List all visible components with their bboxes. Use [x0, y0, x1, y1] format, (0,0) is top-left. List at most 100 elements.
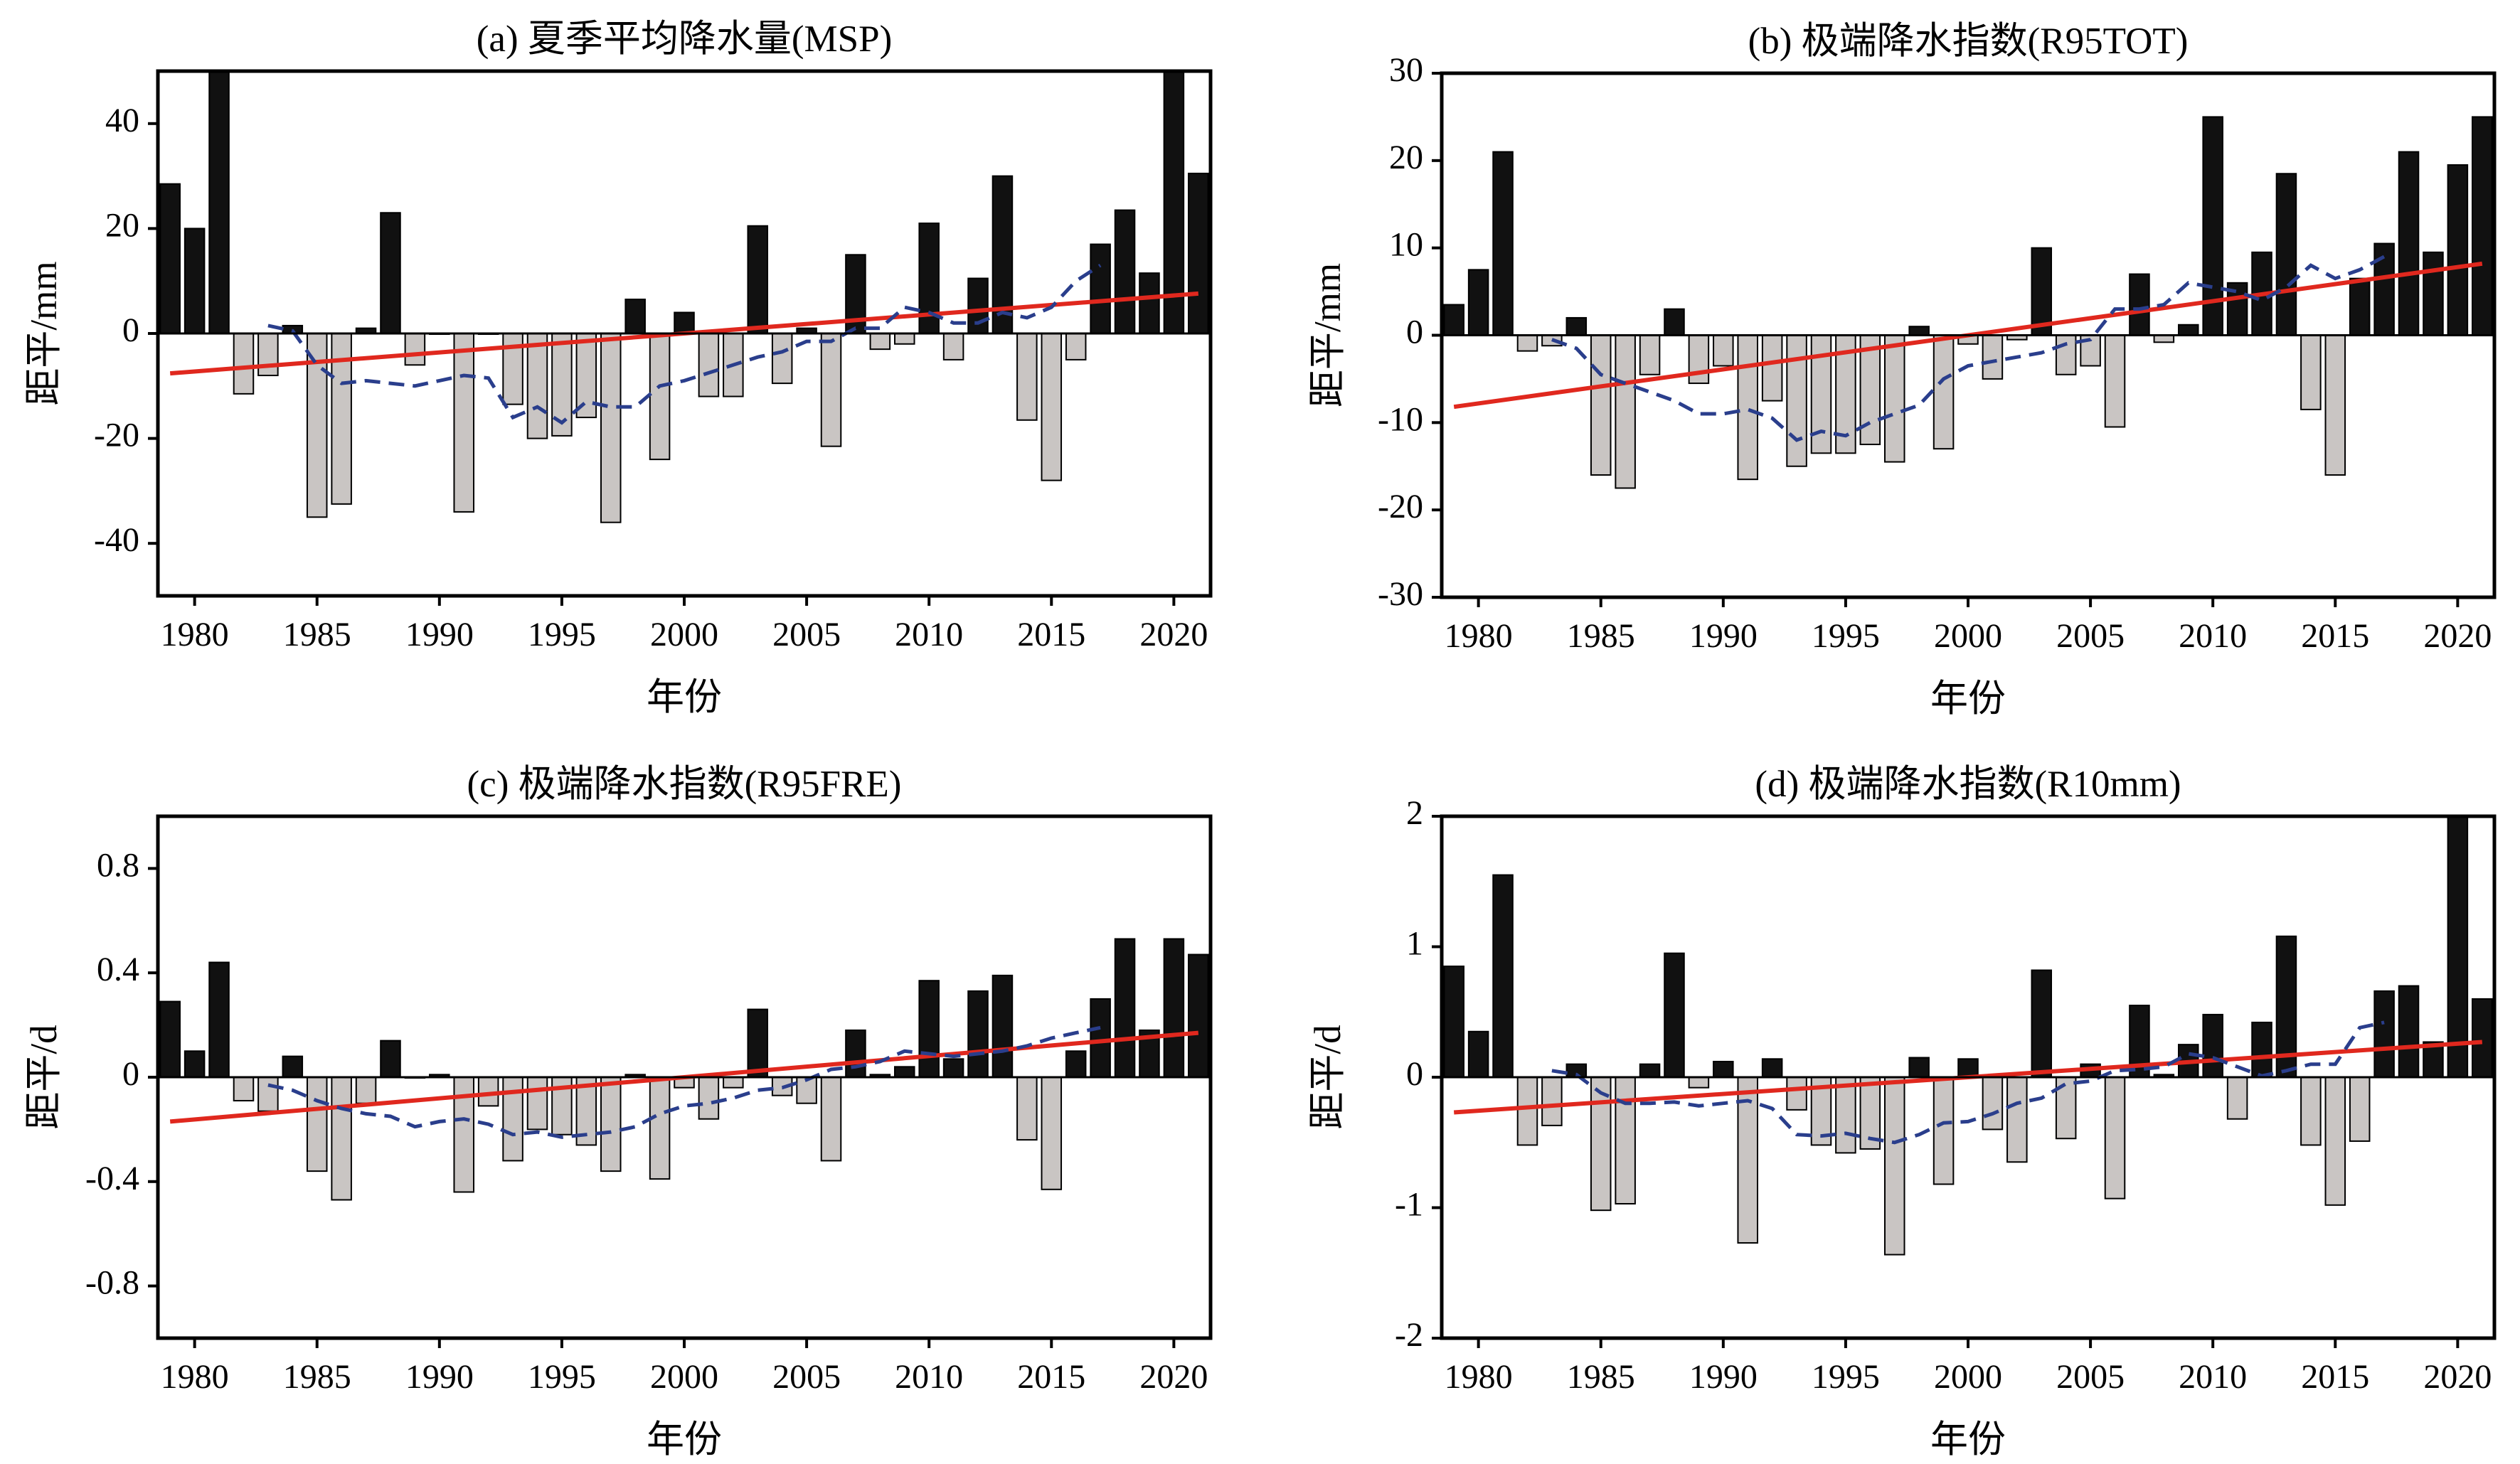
- x-tick-label: 2005: [2056, 1358, 2125, 1396]
- y-tick-label: 0: [1406, 1055, 1423, 1093]
- bar-1979: [1443, 966, 1464, 1079]
- bar-2017: [1090, 998, 1111, 1079]
- x-tick-label: 1985: [1567, 1358, 1635, 1396]
- panel-title: (b) 极端降水指数(R95TOT): [1748, 21, 2189, 62]
- bar-2018: [1114, 209, 1136, 334]
- bar-2016: [2349, 1076, 2371, 1142]
- plot-frame: [1440, 71, 2497, 599]
- bar-1980: [184, 1050, 206, 1079]
- x-tick-label: 2010: [2179, 617, 2247, 655]
- y-tick-label: 20: [105, 206, 139, 244]
- x-ticks: 1980 1985 1990 1995 2000 2005 2010 2015 2020: [161, 1338, 1208, 1396]
- bar-1983: [257, 1076, 279, 1112]
- bar-2014: [2300, 1076, 2322, 1146]
- bar-1998: [624, 299, 646, 334]
- bar-2021: [2472, 998, 2493, 1079]
- bar-series: [159, 71, 1209, 523]
- bar-2018: [2398, 985, 2420, 1079]
- bar-2015: [2324, 334, 2346, 476]
- plot-frame: [1440, 814, 2497, 1340]
- panel-a-msp: (a) 夏季平均降水量(MSP) 距平/mm 年份 -40 -20 0 20 40 19…: [23, 18, 1213, 718]
- bar-series: [159, 938, 1209, 1201]
- bar-2002: [723, 1076, 744, 1089]
- bar-1981: [1492, 874, 1514, 1078]
- x-tick-label: 2015: [1017, 1358, 1085, 1396]
- x-tick-label: 2015: [2301, 617, 2369, 655]
- bar-1992: [1761, 1058, 1783, 1079]
- bar-2016: [1065, 1050, 1087, 1079]
- x-tick-label: 2015: [1017, 616, 1085, 653]
- y-tick-label: -0.4: [85, 1160, 139, 1197]
- x-tick-label: 2020: [2423, 1358, 2492, 1396]
- bar-2006: [2104, 1076, 2126, 1199]
- bar-1982: [1516, 1076, 1538, 1146]
- bar-2011: [2226, 282, 2248, 336]
- bar-2011: [2226, 1076, 2248, 1120]
- bar-1991: [453, 333, 474, 513]
- x-tick-label: 1980: [1445, 617, 1513, 655]
- x-tick-label: 1980: [161, 1358, 229, 1396]
- bar-2021: [1188, 172, 1209, 334]
- bar-1980: [1467, 1030, 1489, 1079]
- x-ticks: 1980 1985 1990 1995 2000 2005 2010 2015 2020: [1445, 1338, 2492, 1396]
- y-tick-label: 2: [1406, 794, 1423, 832]
- bar-1982: [233, 1076, 255, 1102]
- bar-2007: [845, 1029, 866, 1078]
- y-axis-label: 距平/d: [1307, 1025, 1349, 1129]
- moving-average-line: [267, 263, 1102, 425]
- bar-2020: [2447, 164, 2469, 336]
- y-tick-label: -10: [1378, 400, 1423, 438]
- x-tick-label: 1985: [283, 1358, 351, 1396]
- bar-2014: [2300, 334, 2322, 410]
- bar-2001: [698, 333, 720, 397]
- bar-1984: [1565, 316, 1588, 336]
- bar-2014: [1016, 1076, 1038, 1141]
- bar-1993: [1786, 334, 1807, 467]
- bar-1991: [1737, 1076, 1758, 1244]
- y-ticks: -0.8 -0.4 0 0.4 0.8: [85, 846, 158, 1302]
- x-tick-label: 2020: [1139, 616, 1208, 653]
- plot-frame: [156, 69, 1213, 598]
- y-tick-label: -30: [1378, 575, 1423, 613]
- bar-1988: [380, 212, 401, 335]
- y-axis-label: 距平/mm: [1307, 263, 1349, 407]
- bar-2012: [967, 277, 989, 335]
- bar-1989: [1688, 1076, 1710, 1089]
- x-tick-label: 1990: [405, 1358, 474, 1396]
- bar-1997: [600, 1076, 622, 1172]
- bar-2021: [2472, 116, 2493, 336]
- bar-2009: [2178, 324, 2199, 336]
- panel-b-r95tot: (b) 极端降水指数(R95TOT) 距平/mm 年份 -30 -20 -10 0 10…: [1307, 21, 2497, 720]
- x-tick-label: 2010: [2179, 1358, 2247, 1396]
- bar-1997: [1883, 1076, 1905, 1256]
- x-ticks: 1980 1985 1990 1995 2000 2005 2010 2015 2020: [161, 596, 1208, 653]
- bar-1988: [380, 1040, 401, 1078]
- x-tick-label: 2000: [1934, 1358, 2002, 1396]
- bar-2006: [820, 333, 842, 447]
- x-tick-label: 1990: [405, 616, 474, 653]
- bar-2014: [1016, 333, 1038, 421]
- bar-2000: [674, 311, 695, 335]
- bar-1987: [1639, 334, 1661, 375]
- x-tick-label: 2000: [650, 616, 718, 653]
- y-tick-label: -40: [94, 521, 139, 559]
- bar-2018: [1114, 938, 1136, 1078]
- bar-1990: [1713, 1060, 1734, 1078]
- bar-2003: [2031, 969, 2053, 1079]
- x-ticks: 1980 1985 1990 1995 2000 2005 2010 2015 2020: [1445, 597, 2492, 655]
- y-tick-label: -20: [94, 417, 139, 454]
- bar-2013: [2275, 173, 2297, 336]
- bar-1980: [1467, 269, 1489, 336]
- panel-title: (a) 夏季平均降水量(MSP): [477, 18, 892, 60]
- y-tick-label: 20: [1389, 139, 1423, 176]
- bar-2019: [1139, 272, 1160, 335]
- bar-2019: [2423, 251, 2444, 336]
- bar-1980: [184, 228, 206, 334]
- bar-2020: [1163, 938, 1185, 1078]
- bar-2002: [2006, 1076, 2028, 1163]
- x-axis-label: 年份: [647, 677, 722, 718]
- y-tick-label: -20: [1378, 488, 1423, 525]
- bar-2003: [747, 1008, 769, 1078]
